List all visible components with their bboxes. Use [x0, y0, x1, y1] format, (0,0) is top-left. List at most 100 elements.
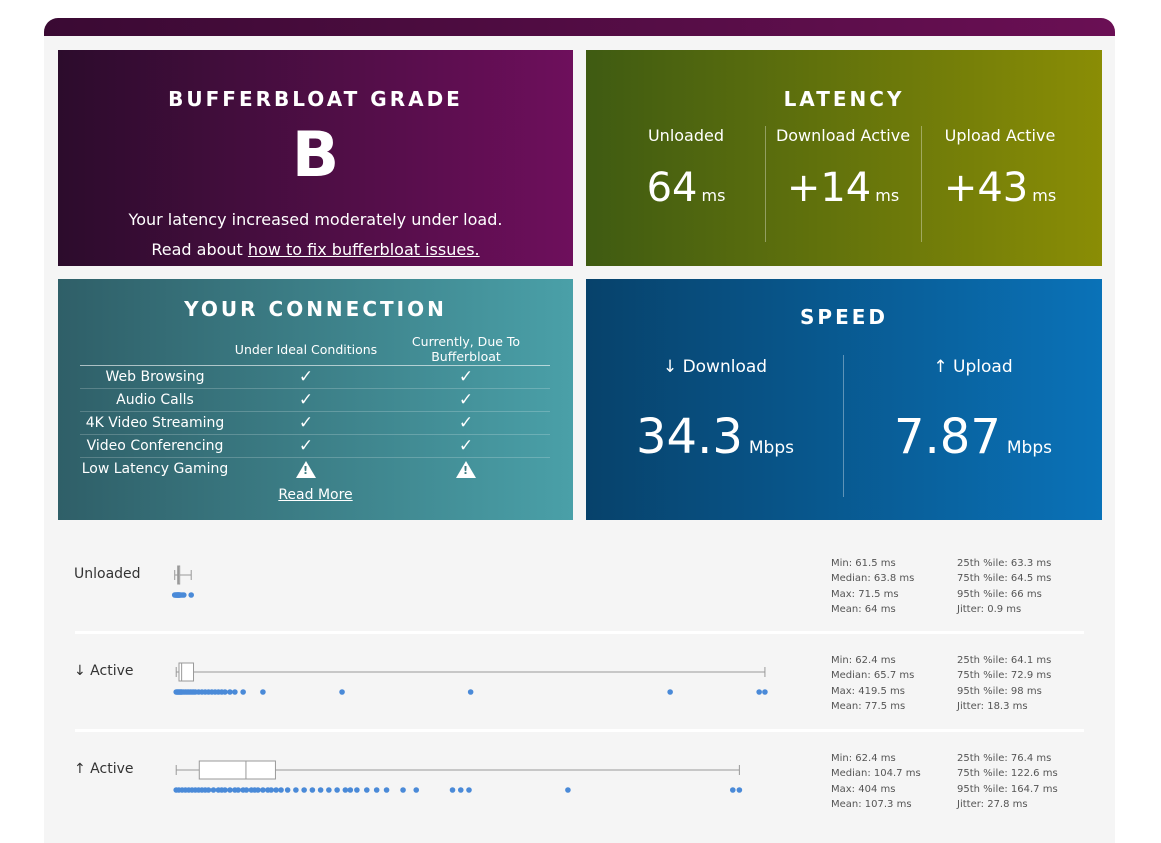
connection-current-header: Currently, Due To Bufferbloat	[382, 333, 550, 366]
checkmark-icon: ✓	[230, 365, 382, 389]
data-point	[466, 787, 472, 793]
connection-activity-header	[80, 333, 230, 366]
grade-letter: B	[291, 118, 340, 191]
data-point	[667, 689, 673, 695]
boxplot-unloaded	[171, 565, 195, 598]
speed-title: SPEED	[800, 305, 888, 329]
data-point	[762, 689, 768, 695]
latency-upload-active: Upload Active +43 ms	[922, 126, 1078, 211]
plot-label-unloaded: Unloaded	[74, 566, 141, 582]
latency-card: LATENCY Unloaded 64 ms Download Active +1…	[586, 50, 1102, 266]
read-more-link[interactable]: Read More	[278, 487, 353, 503]
speed-download: ↓ Download 34.3 Mbps	[586, 357, 844, 465]
upload-label: ↑ Upload	[933, 357, 1013, 377]
checkmark-icon: ✓	[230, 411, 382, 435]
activity-name: Web Browsing	[80, 365, 230, 389]
results-panel: BUFFERBLOAT GRADE B Your latency increas…	[44, 36, 1115, 843]
data-point	[227, 689, 233, 695]
stats-left-upload-active: Min: 62.4 ms Median: 104.7 ms Max: 404 ms M…	[831, 753, 921, 810]
download-unit: Mbps	[748, 438, 794, 458]
upload-value: 7.87	[894, 409, 1001, 465]
connection-card: YOUR CONNECTION Under Ideal Conditions C…	[58, 279, 573, 520]
data-point	[240, 689, 246, 695]
speed-upload: ↑ Upload 7.87 Mbps	[844, 357, 1102, 465]
data-point	[339, 689, 345, 695]
fix-bufferbloat-link[interactable]: how to fix bufferbloat issues.	[247, 240, 480, 259]
plot-row-download-active: ↓ Active Min: 62.4 ms Median: 65.7 ms Max:…	[74, 653, 1084, 733]
data-point	[565, 787, 571, 793]
plot-label-download-active: ↓ Active	[74, 663, 134, 679]
boxplot-download-active	[173, 662, 768, 695]
read-more-wrap: Read More	[58, 487, 573, 503]
latency-upload-unit: ms	[1032, 186, 1057, 205]
table-row: 4K Video Streaming ✓ ✓	[80, 411, 550, 435]
data-point	[293, 787, 299, 793]
data-point	[278, 787, 284, 793]
data-point	[260, 787, 266, 793]
checkmark-icon: ✓	[382, 365, 550, 389]
data-point	[736, 787, 743, 793]
table-row: Low Latency Gaming ! !	[80, 458, 550, 481]
data-point	[222, 689, 228, 695]
warning-icon: !	[230, 458, 382, 481]
latency-download-label: Download Active	[775, 126, 911, 145]
data-point	[413, 787, 420, 793]
warning-icon: !	[382, 458, 550, 481]
data-point	[363, 787, 370, 793]
data-point	[467, 689, 474, 695]
table-row: Audio Calls ✓ ✓	[80, 388, 550, 412]
data-point	[317, 787, 324, 793]
stats-left-download-active: Min: 62.4 ms Median: 65.7 ms Max: 419.5 ms…	[831, 655, 915, 712]
data-point	[309, 787, 316, 793]
latency-unloaded-value-line: 64 ms	[608, 165, 764, 211]
data-point	[260, 689, 266, 695]
stats-right-unloaded: 25th %ile: 63.3 ms 75th %ile: 64.5 ms 95th…	[957, 558, 1052, 615]
plot-separator	[75, 729, 1084, 732]
activity-name: 4K Video Streaming	[80, 411, 230, 435]
data-point	[210, 787, 217, 793]
checkmark-icon: ✓	[382, 434, 550, 458]
data-point	[255, 787, 261, 793]
latency-download-value-line: +14 ms	[765, 165, 921, 211]
latency-download-active: Download Active +14 ms	[765, 126, 921, 211]
data-point	[301, 787, 307, 793]
data-point	[347, 787, 354, 793]
iqr-box	[178, 662, 195, 682]
upload-unit: Mbps	[1006, 438, 1052, 458]
data-point	[756, 689, 762, 695]
connection-ideal-header: Under Ideal Conditions	[230, 333, 382, 366]
download-label: ↓ Download	[662, 357, 768, 377]
grade-card: BUFFERBLOAT GRADE B Your latency increas…	[58, 50, 573, 266]
data-point	[342, 787, 349, 793]
data-point	[449, 787, 456, 793]
activity-name: Audio Calls	[80, 388, 230, 412]
grade-description: Your latency increased moderately under …	[128, 210, 503, 229]
data-point	[188, 592, 195, 598]
data-point	[373, 787, 380, 793]
connection-table-header: Under Ideal Conditions Currently, Due To…	[80, 333, 550, 366]
data-point	[227, 787, 233, 793]
latency-download-value: +14	[786, 165, 872, 211]
data-point	[729, 787, 736, 793]
plot-label-upload-active: ↑ Active	[74, 761, 134, 777]
latency-download-unit: ms	[875, 186, 900, 205]
checkmark-icon: ✓	[382, 411, 550, 435]
data-point	[180, 592, 187, 598]
activity-name: Video Conferencing	[80, 434, 230, 458]
latency-divider	[765, 126, 766, 242]
download-value: 34.3	[636, 409, 743, 465]
latency-unloaded: Unloaded 64 ms	[608, 126, 764, 211]
speed-divider	[843, 355, 844, 497]
data-point	[334, 787, 340, 793]
table-row: Video Conferencing ✓ ✓	[80, 434, 550, 458]
plot-row-upload-active: ↑ Active Min: 62.4 ms Median: 104.7 ms Max…	[74, 751, 1084, 831]
latency-upload-value: +43	[943, 165, 1029, 211]
latency-unloaded-unit: ms	[701, 186, 726, 205]
latency-unloaded-label: Unloaded	[647, 126, 725, 145]
data-point	[326, 787, 332, 793]
stats-right-upload-active: 25th %ile: 76.4 ms 75th %ile: 122.6 ms 95t…	[957, 753, 1058, 810]
data-point	[457, 787, 464, 793]
data-point	[284, 787, 291, 793]
stats-right-download-active: 25th %ile: 64.1 ms 75th %ile: 72.9 ms 95th…	[957, 655, 1052, 712]
latency-title: LATENCY	[783, 87, 905, 111]
